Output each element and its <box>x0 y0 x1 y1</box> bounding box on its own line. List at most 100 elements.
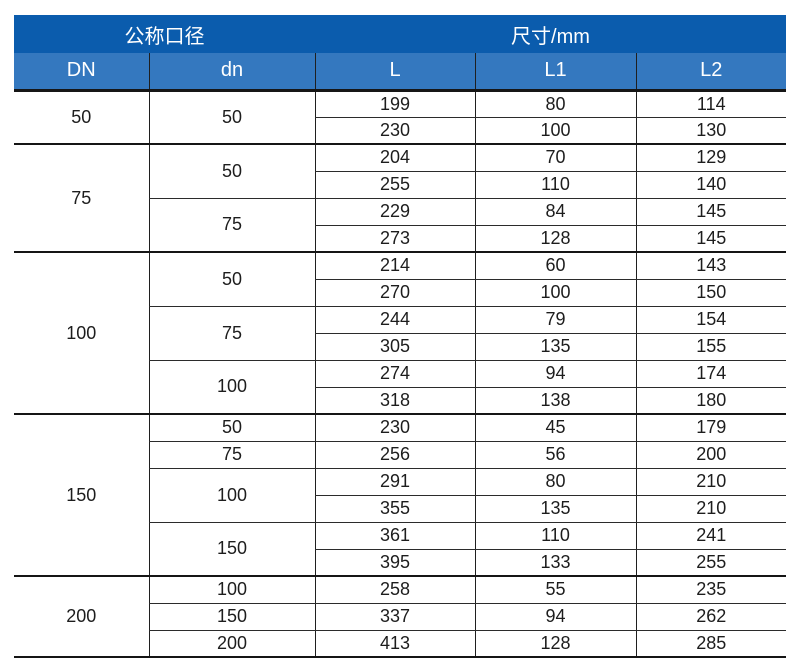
header-group-nominal-diameter: 公称口径 <box>14 15 315 53</box>
L2-value-cell: 210 <box>635 495 786 523</box>
col-header-dn: dn <box>148 53 315 92</box>
L1-value-cell: 84 <box>474 198 636 226</box>
L-value-cell: 199 <box>314 90 475 118</box>
L1-value-cell: 100 <box>474 117 636 145</box>
L-value-cell: 256 <box>314 441 475 469</box>
table-row: 50 50 199 80 114 <box>14 90 786 145</box>
L1-value-cell: 80 <box>474 468 636 496</box>
L-value-cell: 230 <box>314 117 475 145</box>
L-value-cell: 413 <box>314 630 475 658</box>
L-value-cell: 395 <box>314 549 475 577</box>
L2-value-cell: 180 <box>635 387 786 415</box>
L2-value-cell: 262 <box>635 603 786 631</box>
L2-value-cell: 143 <box>635 252 786 280</box>
L1-value-cell: 70 <box>474 144 636 172</box>
dn-sub-cell: 75 <box>148 441 315 469</box>
L2-value-cell: 129 <box>635 144 786 172</box>
table-row: 395 133 255 <box>14 549 786 577</box>
L2-value-cell: 285 <box>635 630 786 658</box>
table-row: 75 50 204 70 129 <box>14 144 786 253</box>
L1-value-cell: 110 <box>474 522 636 550</box>
table-row: 200 100 258 55 235 <box>14 576 786 658</box>
L-value-cell: 214 <box>314 252 475 280</box>
L1-value-cell: 55 <box>474 576 636 604</box>
L2-value-cell: 145 <box>635 225 786 253</box>
table-row: 75 244 79 154 <box>14 306 786 361</box>
L-value-cell: 305 <box>314 333 475 361</box>
table-row: 100 291 80 210 <box>14 468 786 523</box>
L-value-cell: 204 <box>314 144 475 172</box>
L-value-cell: 274 <box>314 360 475 388</box>
L1-value-cell: 138 <box>474 387 636 415</box>
L2-value-cell: 255 <box>635 549 786 577</box>
table-row: 200 413 128 285 <box>14 630 786 658</box>
L-value-cell: 244 <box>314 306 475 334</box>
DN-group-cell: 150 <box>14 414 149 577</box>
DN-group-cell: 50 <box>14 90 149 145</box>
L1-value-cell: 128 <box>474 225 636 253</box>
table-row: 305 135 155 <box>14 333 786 361</box>
L1-value-cell: 56 <box>474 441 636 469</box>
L1-value-cell: 128 <box>474 630 636 658</box>
L-value-cell: 355 <box>314 495 475 523</box>
L1-value-cell: 79 <box>474 306 636 334</box>
L1-value-cell: 94 <box>474 603 636 631</box>
table-row: 273 128 145 <box>14 225 786 253</box>
dn-sub-cell: 50 <box>148 90 315 145</box>
col-header-L1: L1 <box>474 53 636 92</box>
L2-value-cell: 174 <box>635 360 786 388</box>
col-header-L2: L2 <box>635 53 786 92</box>
dn-sub-cell: 100 <box>148 360 315 415</box>
table-body: 50 50 199 80 114 230 100 130 75 50 204 7… <box>14 90 786 658</box>
L2-value-cell: 140 <box>635 171 786 199</box>
table-row: 318 138 180 <box>14 387 786 415</box>
L-value-cell: 229 <box>314 198 475 226</box>
dn-sub-cell: 50 <box>148 144 315 199</box>
table-row: 150 50 230 45 179 <box>14 414 786 577</box>
L2-value-cell: 145 <box>635 198 786 226</box>
table-row: 75 256 56 200 <box>14 441 786 469</box>
L2-value-cell: 235 <box>635 576 786 604</box>
dn-sub-cell: 100 <box>148 468 315 523</box>
L2-value-cell: 114 <box>635 90 786 118</box>
table-row: 100 274 94 174 <box>14 360 786 415</box>
table-row: 355 135 210 <box>14 495 786 523</box>
L2-value-cell: 241 <box>635 522 786 550</box>
table-row: 255 110 140 <box>14 171 786 199</box>
dn-sub-cell: 50 <box>148 252 315 307</box>
L1-value-cell: 133 <box>474 549 636 577</box>
col-header-L: L <box>314 53 475 92</box>
dn-sub-cell: 50 <box>148 414 315 442</box>
L2-value-cell: 154 <box>635 306 786 334</box>
table-row: 100 50 214 60 143 <box>14 252 786 415</box>
L1-value-cell: 135 <box>474 333 636 361</box>
L1-value-cell: 110 <box>474 171 636 199</box>
DN-group-cell: 200 <box>14 576 149 658</box>
dn-sub-cell: 75 <box>148 306 315 361</box>
L1-value-cell: 45 <box>474 414 636 442</box>
L1-value-cell: 60 <box>474 252 636 280</box>
L-value-cell: 337 <box>314 603 475 631</box>
L2-value-cell: 210 <box>635 468 786 496</box>
dn-sub-cell: 150 <box>148 522 315 577</box>
L-value-cell: 361 <box>314 522 475 550</box>
header-group-row: 公称口径 尺寸/mm <box>14 15 786 53</box>
table-row: 75 229 84 145 <box>14 198 786 253</box>
table-row: 230 100 130 <box>14 117 786 145</box>
dn-sub-cell: 150 <box>148 603 315 631</box>
dn-sub-cell: 75 <box>148 198 315 253</box>
L1-value-cell: 100 <box>474 279 636 307</box>
L-value-cell: 273 <box>314 225 475 253</box>
L-value-cell: 230 <box>314 414 475 442</box>
L-value-cell: 255 <box>314 171 475 199</box>
col-header-DN: DN <box>14 53 149 92</box>
L-value-cell: 318 <box>314 387 475 415</box>
dn-sub-cell: 200 <box>148 630 315 658</box>
header-columns-row: DN dn L L1 L2 <box>14 53 786 92</box>
L-value-cell: 270 <box>314 279 475 307</box>
DN-group-cell: 75 <box>14 144 149 253</box>
L1-value-cell: 135 <box>474 495 636 523</box>
L-value-cell: 291 <box>314 468 475 496</box>
header-group-dimensions-mm: 尺寸/mm <box>315 15 786 53</box>
L2-value-cell: 155 <box>635 333 786 361</box>
